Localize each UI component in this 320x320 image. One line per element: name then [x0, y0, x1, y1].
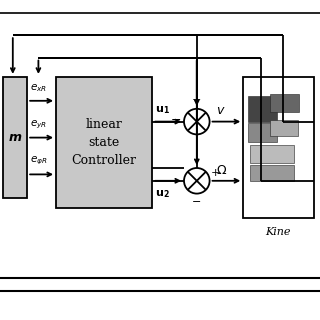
Text: $\mathbf{u_1}$: $\mathbf{u_1}$ [155, 104, 170, 116]
Text: $e_{yR}$: $e_{yR}$ [30, 118, 47, 131]
Text: Kine: Kine [266, 227, 291, 237]
Bar [248, 96, 277, 122]
Bar [250, 145, 294, 163]
Text: m: m [9, 131, 22, 144]
Bar [270, 94, 299, 112]
Bar [0, 0, 320, 13]
Bar [250, 165, 294, 181]
Text: +: + [211, 168, 220, 178]
Bar [0, 0, 320, 13]
Text: $e_{xR}$: $e_{xR}$ [30, 82, 47, 94]
Text: linear
state
Controller: linear state Controller [71, 118, 137, 167]
Text: $e_{\varphi R}$: $e_{\varphi R}$ [30, 155, 48, 167]
Bar [270, 120, 298, 136]
Text: $\Omega$: $\Omega$ [216, 164, 227, 177]
Bar [56, 77, 152, 208]
Text: +: + [192, 95, 202, 105]
Text: $v$: $v$ [216, 104, 226, 117]
Text: $\mathbf{u_2}$: $\mathbf{u_2}$ [155, 188, 169, 200]
Bar [248, 123, 277, 142]
Bar [3, 77, 27, 198]
Text: −: − [192, 197, 202, 207]
Bar [243, 77, 314, 218]
Text: −: − [171, 114, 181, 126]
